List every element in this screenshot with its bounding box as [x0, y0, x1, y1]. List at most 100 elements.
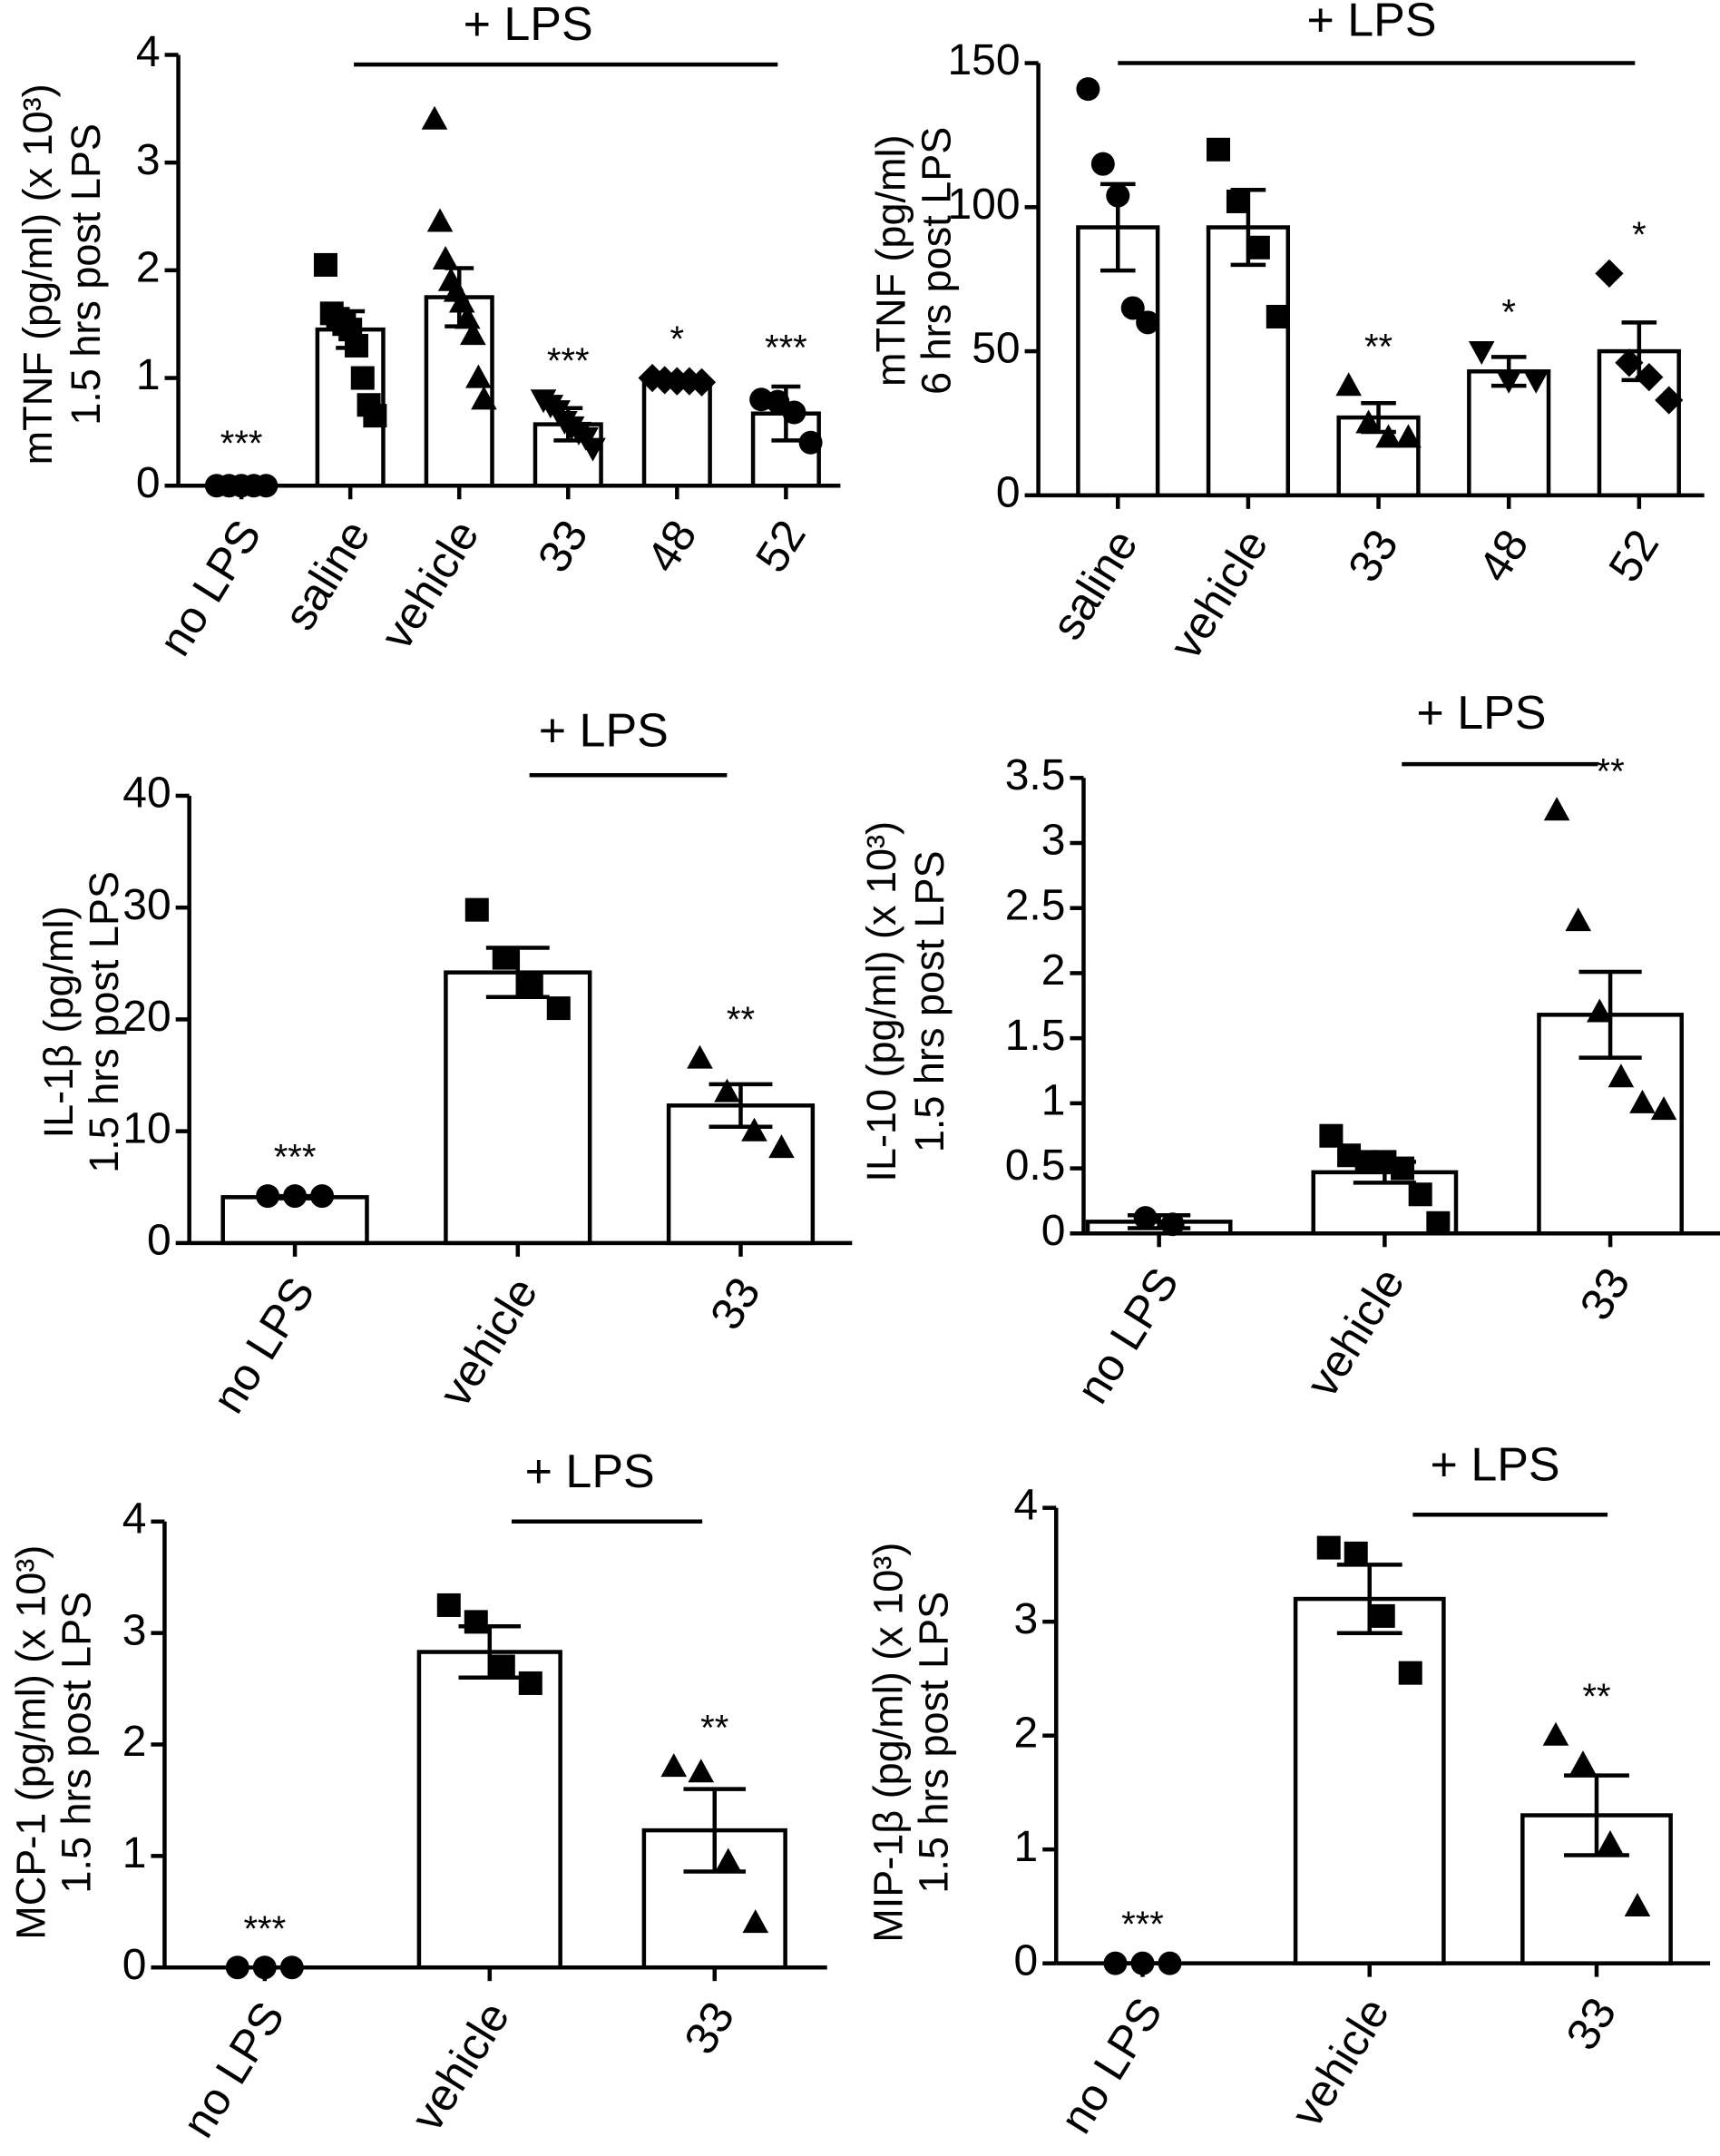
y-axis-label: MIP-1β (pg/ml) (x 10³) [865, 1543, 912, 1943]
y-axis-label: mTNF (pg/ml) (x 10³) [15, 83, 61, 465]
y-axis-label: 1.5 hrs post LPS [911, 1592, 957, 1894]
significance: * [670, 319, 685, 359]
x-tick-label: no LPS [1051, 1989, 1172, 2142]
data-point [1565, 907, 1592, 932]
x-tick-label: no LPS [172, 1993, 294, 2146]
bar [1206, 225, 1291, 498]
data-point [363, 404, 387, 428]
data-point [1543, 797, 1570, 821]
data-point [742, 1909, 769, 1934]
y-axis-label: MCP-1 (pg/ml) (x 10³) [8, 1545, 54, 1940]
significance: *** [547, 341, 590, 381]
annotation: + LPS [1416, 687, 1546, 740]
significance: *** [274, 1138, 317, 1178]
x-tick-label: 48 [1469, 521, 1539, 591]
data-point [687, 1044, 713, 1069]
x-tick-label: saline [274, 511, 380, 638]
data-point [1133, 1206, 1158, 1230]
y-tick-label: 3.5 [1005, 751, 1066, 799]
y-tick-label: 10 [122, 1104, 171, 1152]
y-tick-label: 1 [1014, 1823, 1039, 1871]
y-tick-label: 2 [1014, 1709, 1039, 1757]
data-point [1120, 296, 1145, 320]
y-axis-label: 1.5 hrs post LPS [63, 123, 109, 426]
data-point [1395, 424, 1422, 448]
data-point [518, 1671, 542, 1695]
data-point [1608, 1063, 1635, 1088]
data-point [1569, 1750, 1597, 1775]
data-point [1522, 369, 1549, 394]
y-tick-label: 2 [1041, 946, 1066, 995]
y-tick-label: 2 [136, 244, 161, 292]
data-point [1266, 304, 1290, 328]
bar [416, 1650, 562, 1970]
y-axis-label: 6 hrs post LPS [914, 127, 960, 395]
data-point [464, 1610, 488, 1634]
data-point [1398, 1661, 1422, 1685]
data-point [313, 252, 337, 277]
data-point [254, 474, 279, 498]
data-point [1615, 348, 1644, 377]
y-tick-label: 4 [1014, 1481, 1039, 1529]
data-point [464, 897, 489, 922]
data-point [1246, 235, 1270, 260]
significance: ** [700, 1709, 728, 1749]
x-tick-label: 33 [1570, 1259, 1640, 1328]
y-tick-label: 3 [122, 1606, 147, 1654]
data-point [1136, 310, 1160, 335]
data-point [687, 368, 717, 397]
x-tick-label: 33 [700, 1269, 770, 1338]
bar [641, 378, 712, 488]
data-point [1586, 998, 1613, 1023]
data-point [448, 289, 475, 313]
y-tick-label: 4 [136, 28, 161, 76]
x-tick-label: 33 [528, 511, 598, 581]
annotation: + LPS [1431, 1439, 1560, 1492]
data-point [1335, 372, 1362, 397]
x-tick-label: no LPS [202, 1269, 324, 1422]
y-tick-label: 1 [136, 351, 161, 399]
data-point [1076, 77, 1100, 102]
x-tick-label: 48 [637, 511, 707, 581]
data-point [798, 430, 823, 455]
data-point [344, 333, 368, 358]
annotation: + LPS [464, 0, 593, 51]
y-tick-label: 3 [136, 136, 161, 184]
x-tick-label: 52 [1598, 521, 1668, 591]
annotation: + LPS [1306, 0, 1436, 46]
data-point [1624, 1892, 1651, 1916]
data-point [1597, 1829, 1624, 1854]
data-point [546, 996, 571, 1021]
data-point [1344, 1541, 1368, 1565]
significance: *** [765, 328, 807, 368]
y-axis-label: IL-1β (pg/ml) [35, 906, 82, 1138]
data-point [638, 363, 667, 393]
data-point [1207, 137, 1231, 162]
data-point [1629, 1089, 1656, 1113]
data-point [519, 974, 543, 998]
annotation: + LPS [539, 705, 669, 758]
data-point [688, 1759, 715, 1783]
data-point [1595, 259, 1624, 288]
data-point [460, 321, 486, 346]
x-tick-label: vehicle [1296, 1259, 1414, 1406]
y-tick-label: 40 [122, 769, 171, 818]
x-tick-label: saline [1041, 521, 1148, 648]
data-point [350, 366, 375, 390]
data-point [1542, 1721, 1569, 1746]
x-tick-label: vehicle [401, 1993, 519, 2140]
data-point [741, 1117, 767, 1142]
data-point [1426, 1210, 1451, 1235]
data-point [492, 946, 516, 970]
y-tick-label: 0 [147, 1217, 171, 1265]
x-tick-label: 33 [1338, 521, 1408, 591]
y-tick-label: 30 [122, 881, 171, 929]
data-point [1316, 1535, 1341, 1560]
y-tick-label: 4 [122, 1494, 147, 1543]
bar [1076, 225, 1160, 498]
data-point [1375, 424, 1402, 448]
data-point [1226, 189, 1250, 213]
x-tick-label: 33 [674, 1993, 744, 2063]
y-tick-label: 0.5 [1005, 1142, 1066, 1190]
